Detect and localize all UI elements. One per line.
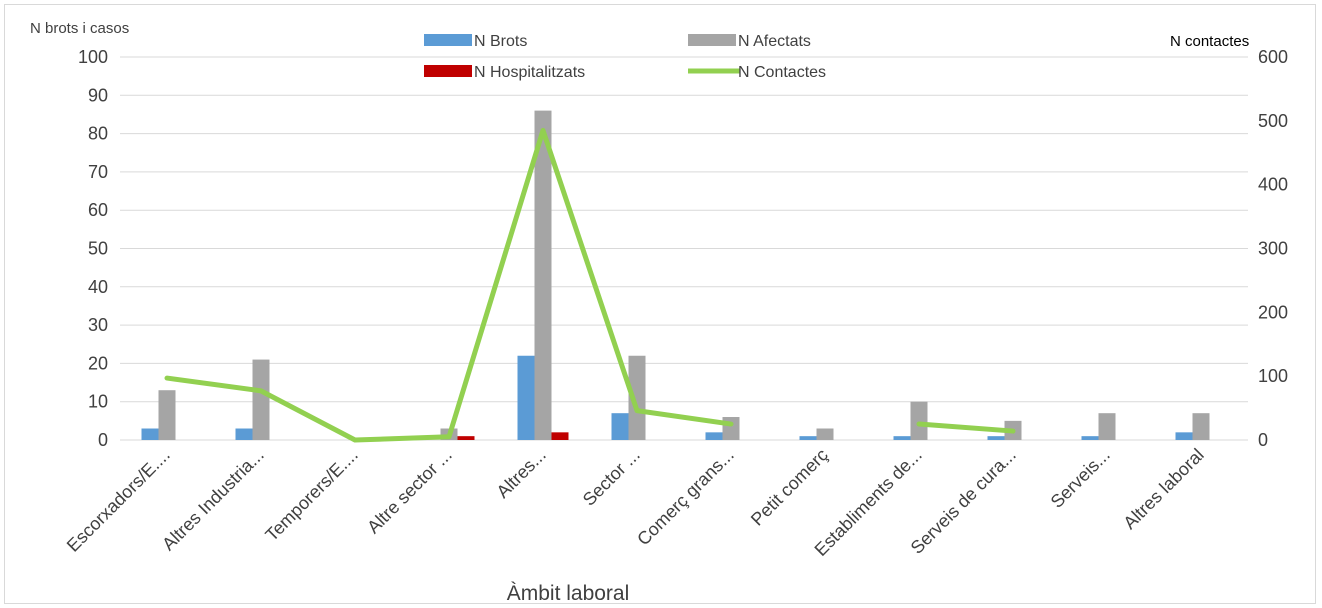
bar <box>235 428 253 440</box>
left-axis-title: N brots i casos <box>30 20 129 37</box>
left-tick-label: 100 <box>78 47 108 67</box>
bar <box>534 110 552 441</box>
legend-swatch <box>688 34 736 46</box>
x-axis-title: Àmbit laboral <box>507 582 630 605</box>
legend-label: N Contactes <box>738 64 826 81</box>
category-label: Serveis... <box>1047 445 1114 512</box>
bar <box>1175 432 1193 440</box>
bar <box>551 432 569 440</box>
category-label: Comerç grans... <box>633 445 738 550</box>
bar <box>987 436 1005 440</box>
right-tick-label: 200 <box>1258 302 1288 322</box>
right-tick-label: 600 <box>1258 47 1288 67</box>
left-tick-label: 40 <box>88 277 108 297</box>
category-label: Temporers/E.... <box>261 445 361 545</box>
bar <box>1098 413 1116 440</box>
axes: 0 10 20 30 40 50 60 70 80 90 100 0 100 200 300 400 500 60… <box>63 47 1288 560</box>
bar <box>141 428 159 440</box>
bar <box>252 359 270 440</box>
legend-swatch <box>424 34 472 46</box>
left-tick-label: 10 <box>88 392 108 412</box>
bar <box>910 401 928 440</box>
bar <box>457 436 475 440</box>
left-tick-label: 30 <box>88 315 108 335</box>
category-label: Escorxadors/E.... <box>63 445 174 556</box>
left-tick-label: 0 <box>98 430 108 450</box>
right-tick-label: 0 <box>1258 430 1268 450</box>
category-label: Altres... <box>493 445 550 502</box>
legend-label: N Brots <box>474 33 527 50</box>
category-label: Altres laboral <box>1119 445 1207 533</box>
legend: N Brots N Afectats N Hospitalitzats N Conta… <box>424 33 826 81</box>
bar <box>893 436 911 440</box>
right-tick-label: 300 <box>1258 239 1288 259</box>
bar <box>1081 436 1099 440</box>
bar <box>705 432 723 440</box>
bar <box>722 417 740 440</box>
left-tick-label: 50 <box>88 239 108 259</box>
bar <box>628 355 646 440</box>
left-tick-label: 60 <box>88 200 108 220</box>
bars <box>141 110 1210 441</box>
bar <box>816 428 834 440</box>
bar <box>799 436 817 440</box>
bar <box>1192 413 1210 440</box>
category-label: Altre sector ... <box>363 445 456 538</box>
legend-label: N Afectats <box>738 33 811 50</box>
contactes-line <box>916 421 1016 434</box>
right-tick-label: 400 <box>1258 175 1288 195</box>
legend-label: N Hospitalitzats <box>474 64 585 81</box>
left-tick-label: 80 <box>88 124 108 144</box>
category-label: Altres Industria... <box>158 445 268 555</box>
bar <box>517 355 535 440</box>
chart-frame <box>4 4 1316 604</box>
right-axis-title: N contactes <box>1170 33 1249 50</box>
left-tick-label: 20 <box>88 353 108 373</box>
category-label: Sector ... <box>579 445 644 510</box>
right-tick-label: 100 <box>1258 366 1288 386</box>
left-tick-label: 70 <box>88 162 108 182</box>
bar <box>611 413 629 440</box>
legend-swatch <box>424 65 472 77</box>
gridlines <box>120 56 1248 441</box>
category-label: Petit comerç <box>747 445 832 530</box>
contactes-line <box>164 127 734 443</box>
right-tick-label: 500 <box>1258 111 1288 131</box>
left-tick-label: 90 <box>88 85 108 105</box>
line-series <box>164 127 1016 443</box>
category-label: Serveis de cura... <box>907 445 1020 558</box>
bar <box>158 390 176 440</box>
